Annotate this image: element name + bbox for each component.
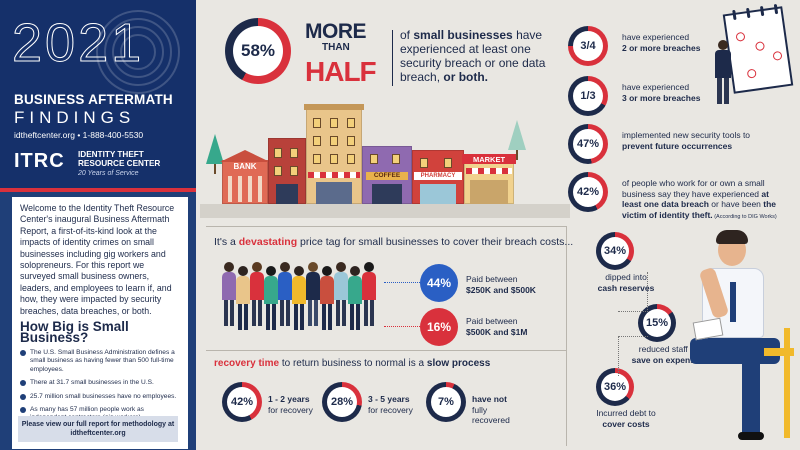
stat-label: have experienced 3 or more breaches (622, 82, 701, 103)
donut-value: 34% (601, 237, 629, 265)
header-donut: 58% (225, 18, 291, 84)
price-16-circle: 16% (420, 308, 458, 346)
recovery-label: 1 - 2 years for recovery (268, 394, 313, 415)
bank-sign: BANK (233, 162, 257, 171)
stat-donut: 1/3 (568, 76, 608, 116)
impact-donut: 34% (596, 232, 634, 270)
price-16-label: Paid between $500K and $1M (466, 316, 528, 337)
contact-info: idtheftcenter.org • 1-888-400-5530 (14, 130, 144, 140)
fact-item: There at 31.7 small businesses in the U.… (20, 379, 182, 387)
impact-reduced-staff: 15% reduced staff to save on expenses (632, 304, 716, 374)
title-block: 2021 BUSINESS AFTERMATH FINDINGS idtheft… (0, 0, 196, 190)
market-sign: MARKET (472, 155, 506, 164)
itrc-logo: ITRC (14, 150, 65, 172)
donut-value: 15% (643, 309, 671, 337)
itrc-name: IDENTITY THEFT RESOURCE CENTER (78, 150, 161, 168)
person-icon (250, 262, 264, 332)
intro-box: Welcome to the Identity Theft Resource C… (12, 197, 188, 449)
itrc-tagline: 20 Years of Service (78, 170, 139, 177)
stat-donut: 47% (568, 124, 608, 164)
donut-value: 36% (601, 373, 629, 401)
report-title: BUSINESS AFTERMATH (14, 92, 173, 107)
stat-donut: 42% (568, 172, 608, 212)
fact-item: The U.S. Small Business Administration d… (20, 349, 182, 374)
donut-value: 47% (573, 129, 603, 159)
donut-value: 42% (573, 177, 603, 207)
recovery-donut: 42% (222, 382, 262, 422)
person-icon (264, 266, 278, 336)
report-year: 2021 (11, 13, 145, 74)
recovery-label: 3 - 5 years for recovery (368, 394, 413, 415)
person-icon (278, 262, 292, 332)
person-at-calendar (712, 40, 734, 106)
stat-label: have experienced 2 or more breaches (622, 32, 701, 53)
impact-label: Incurred debt to cover costs (596, 408, 656, 429)
price-44-label: Paid between $250K and $500K (466, 274, 536, 295)
coffee-sign: COFFEE (373, 172, 401, 179)
person-icon (348, 266, 362, 336)
half-text: HALF (305, 56, 377, 87)
recovery-1-2-years: 42% 1 - 2 years for recovery (222, 382, 322, 432)
donut-value: 28% (327, 387, 357, 417)
impact-donut: 36% (596, 368, 634, 406)
person-icon (334, 262, 348, 332)
recovery-donut: 28% (322, 382, 362, 422)
pharmacy-sign: PHARMACY (420, 173, 456, 179)
price-heading: It's a devastating price tag for small b… (214, 236, 574, 248)
recovery-3-5-years: 28% 3 - 5 years for recovery (322, 382, 422, 432)
stat-donut: 3/4 (568, 26, 608, 66)
howbig-heading: How Big is Small Business? (20, 319, 129, 346)
report-subtitle: FINDINGS (14, 108, 136, 127)
than-text: THAN (322, 42, 350, 53)
impact-incurred-debt: 36% Incurred debt to cover costs (594, 368, 674, 438)
person-icon (222, 262, 236, 332)
tree-icon (508, 120, 526, 150)
left-panel: 2021 BUSINESS AFTERMATH FINDINGS idtheft… (0, 0, 196, 450)
stat-label: implemented new security tools to preven… (622, 130, 751, 151)
donut-value: 1/3 (573, 81, 603, 111)
impact-label: reduced staff to save on expenses (631, 344, 705, 365)
more-text: MORE (305, 20, 367, 43)
intro-text: Welcome to the Identity Theft Resource C… (20, 203, 175, 316)
recovery-heading: recovery time to return business to norm… (214, 358, 491, 369)
donut-value: 58% (233, 26, 283, 76)
impact-donut: 15% (638, 304, 676, 342)
recovery-donut: 7% (426, 382, 466, 422)
recovery-not-recovered: 7% have not fully recovered (426, 382, 526, 432)
header-text: of small businesses have experienced at … (400, 28, 546, 84)
donut-value: 7% (431, 387, 461, 417)
full-report-link[interactable]: Please view our full report for methodol… (18, 416, 178, 442)
fact-item: 25.7 million small businesses have no em… (20, 393, 182, 401)
price-44-circle: 44% (420, 264, 458, 302)
person-icon (362, 262, 376, 332)
donut-value: 3/4 (573, 31, 603, 61)
fingerprint-icon (96, 10, 180, 94)
donut-value: 42% (227, 387, 257, 417)
impact-cash-reserves: 34% dipped into cash reserves (594, 232, 674, 302)
person-icon (320, 266, 334, 336)
stressed-man-illustration (690, 228, 800, 450)
recovery-label: have not fully recovered (472, 394, 510, 425)
impact-label: dipped into cash reserves (597, 272, 655, 293)
tree-icon (206, 134, 224, 164)
stat-label: of people who work for or own a small bu… (622, 178, 777, 220)
person-icon (306, 262, 320, 332)
person-icon (236, 266, 250, 336)
person-icon (292, 266, 306, 336)
